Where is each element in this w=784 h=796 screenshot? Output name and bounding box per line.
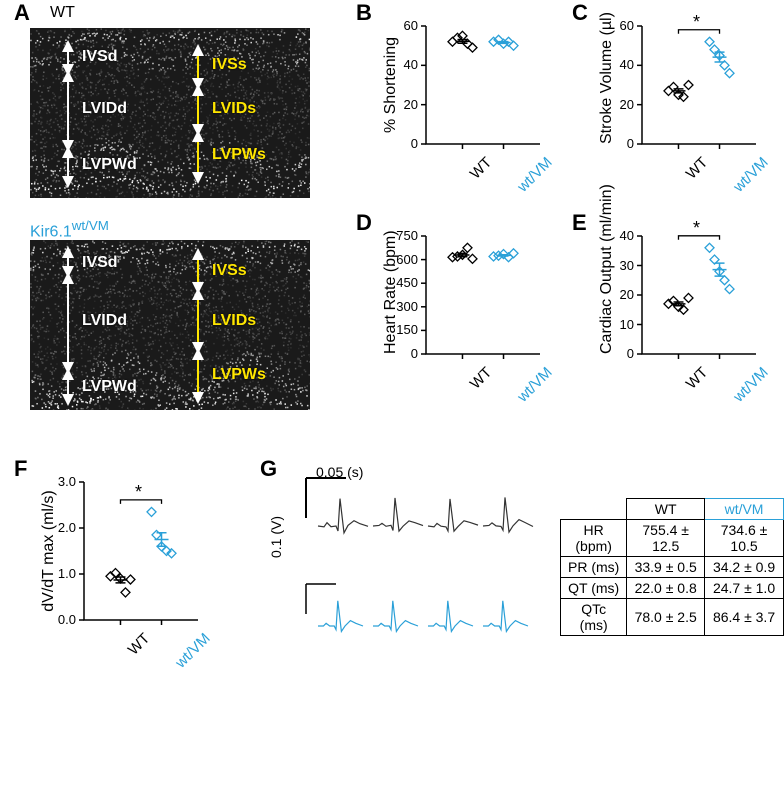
plot-f: 0.01.02.03.0dV/dT max (ml/s)WTwt/VM* [36, 472, 206, 672]
ecg-r0k: HR (bpm) [561, 520, 627, 557]
figure: A B C D E F G WT Kir6.1wt/VM IVSd LVIDd … [0, 0, 784, 796]
echo-vm-ivss: IVSs [212, 262, 247, 280]
echo-vm-lvids: LVIDs [212, 312, 256, 330]
echo-vm-lvpwd: LVPWd [82, 378, 137, 396]
ecg-r1vm: 34.2 ± 0.9 [705, 557, 784, 578]
ecg-r1wt: 33.9 ± 0.5 [627, 557, 705, 578]
genotype-vm-sup: wt/VM [72, 218, 109, 233]
ecg-r2wt: 22.0 ± 0.8 [627, 578, 705, 599]
ecg-head-vm: wt/VM [705, 499, 784, 520]
ylabel: % Shortening [382, 26, 400, 144]
panel-label-a: A [14, 0, 30, 26]
sig-star: * [693, 12, 700, 33]
ecg-r3k: QTc (ms) [561, 599, 627, 636]
g-yscale: 0.1 (V) [268, 516, 284, 558]
echo-wt: IVSd LVIDd LVPWd IVSs LVIDs LVPWs [30, 28, 310, 198]
echo-vm-ivsd: IVSd [82, 254, 118, 272]
panel-label-f: F [14, 456, 27, 482]
echo-wt-ivss: IVSs [212, 56, 247, 74]
echo-wt-lvids: LVIDs [212, 100, 256, 118]
ecg-head-wt: WT [627, 499, 705, 520]
panel-label-b: B [356, 0, 372, 26]
genotype-wt: WT [50, 4, 75, 22]
panel-label-e: E [572, 210, 587, 236]
plot-c: 0204060Stroke Volume (µl)WTwt/VM* [594, 16, 764, 196]
ylabel: Heart Rate (bpm) [382, 236, 400, 354]
echo-vm-lvidd: LVIDd [82, 312, 127, 330]
genotype-vm: Kir6.1wt/VM [30, 218, 109, 241]
echo-wt-lvpwd: LVPWd [82, 156, 137, 174]
panel-label-d: D [356, 210, 372, 236]
echo-wt-lvidd: LVIDd [82, 100, 127, 118]
ylabel: Cardiac Output (ml/min) [598, 236, 616, 354]
ecg-r0vm: 734.6 ± 10.5 [705, 520, 784, 557]
sig-star: * [693, 218, 700, 239]
echo-wt-ivsd: IVSd [82, 48, 118, 66]
echo-vm-lvpws: LVPWs [212, 366, 266, 384]
ecg-table: WT wt/VM HR (bpm)755.4 ± 12.5734.6 ± 10.… [560, 498, 784, 636]
ecg-r1k: PR (ms) [561, 557, 627, 578]
g-traces [288, 466, 548, 666]
plot-e: 010203040Cardiac Output (ml/min)WTwt/VM* [594, 226, 764, 406]
ecg-r2vm: 24.7 ± 1.0 [705, 578, 784, 599]
ecg-r3wt: 78.0 ± 2.5 [627, 599, 705, 636]
plot-b: 0204060% ShorteningWTwt/VM [378, 16, 548, 196]
ecg-r2k: QT (ms) [561, 578, 627, 599]
echo-vm: IVSd LVIDd LVPWd IVSs LVIDs LVPWs [30, 240, 310, 410]
ecg-r0wt: 755.4 ± 12.5 [627, 520, 705, 557]
panel-label-g: G [260, 456, 277, 482]
sig-star: * [135, 482, 142, 503]
genotype-vm-base: Kir6.1 [30, 223, 72, 240]
ylabel: Stroke Volume (µl) [598, 26, 616, 144]
ylabel: dV/dT max (ml/s) [40, 482, 58, 620]
panel-label-c: C [572, 0, 588, 26]
echo-wt-lvpws: LVPWs [212, 146, 266, 164]
ecg-r3vm: 86.4 ± 3.7 [705, 599, 784, 636]
plot-d: 0150300450600750Heart Rate (bpm)WTwt/VM [378, 226, 548, 406]
